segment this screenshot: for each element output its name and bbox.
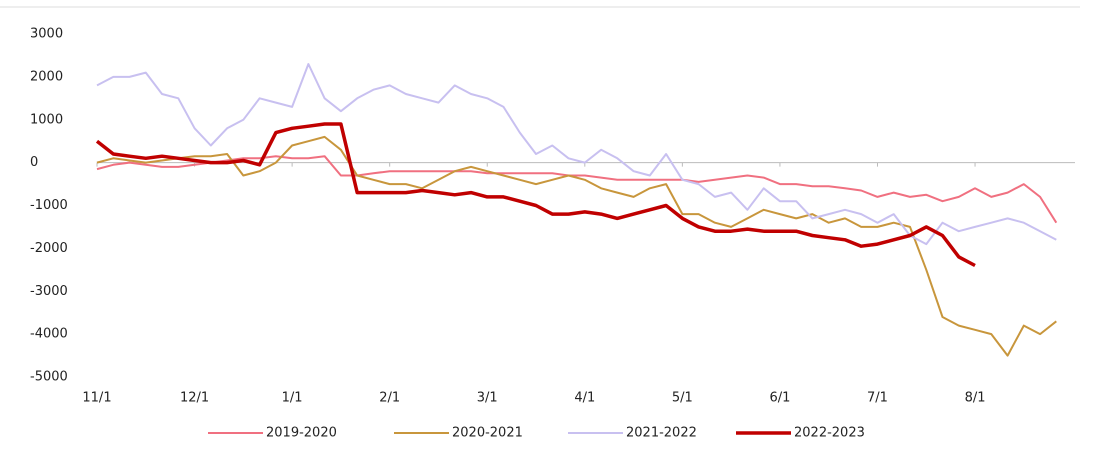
x-tick-label: 4/1	[574, 391, 595, 406]
x-tick-label: 6/1	[769, 391, 790, 406]
y-tick-label: -5000	[30, 370, 68, 385]
y-tick-label: -2000	[30, 241, 68, 256]
series-line	[96, 135, 1057, 357]
legend-label: 2022-2023	[794, 426, 865, 441]
y-tick-label: -3000	[30, 284, 68, 299]
series-line	[95, 122, 976, 268]
x-tick-label: 8/1	[965, 391, 986, 406]
series-line	[96, 63, 1057, 246]
x-tick-label: 5/1	[672, 391, 693, 406]
y-tick-label: 2000	[30, 69, 63, 84]
legend-label: 2019-2020	[266, 426, 337, 441]
x-tick-label: 1/1	[282, 391, 303, 406]
x-tick-label: 12/1	[180, 391, 209, 406]
x-tick-label: 2/1	[379, 391, 400, 406]
legend-label: 2020-2021	[452, 426, 523, 441]
y-tick-label: -4000	[30, 327, 68, 342]
y-tick-label: 0	[30, 155, 38, 170]
legend-label: 2021-2022	[626, 426, 697, 441]
x-tick-label: 3/1	[477, 391, 498, 406]
y-tick-label: 1000	[30, 112, 63, 127]
y-tick-label: 3000	[30, 27, 63, 42]
series-line	[96, 155, 1058, 224]
x-tick-label: 7/1	[867, 391, 888, 406]
y-tick-label: -1000	[30, 198, 68, 213]
x-tick-label: 11/1	[82, 391, 111, 406]
